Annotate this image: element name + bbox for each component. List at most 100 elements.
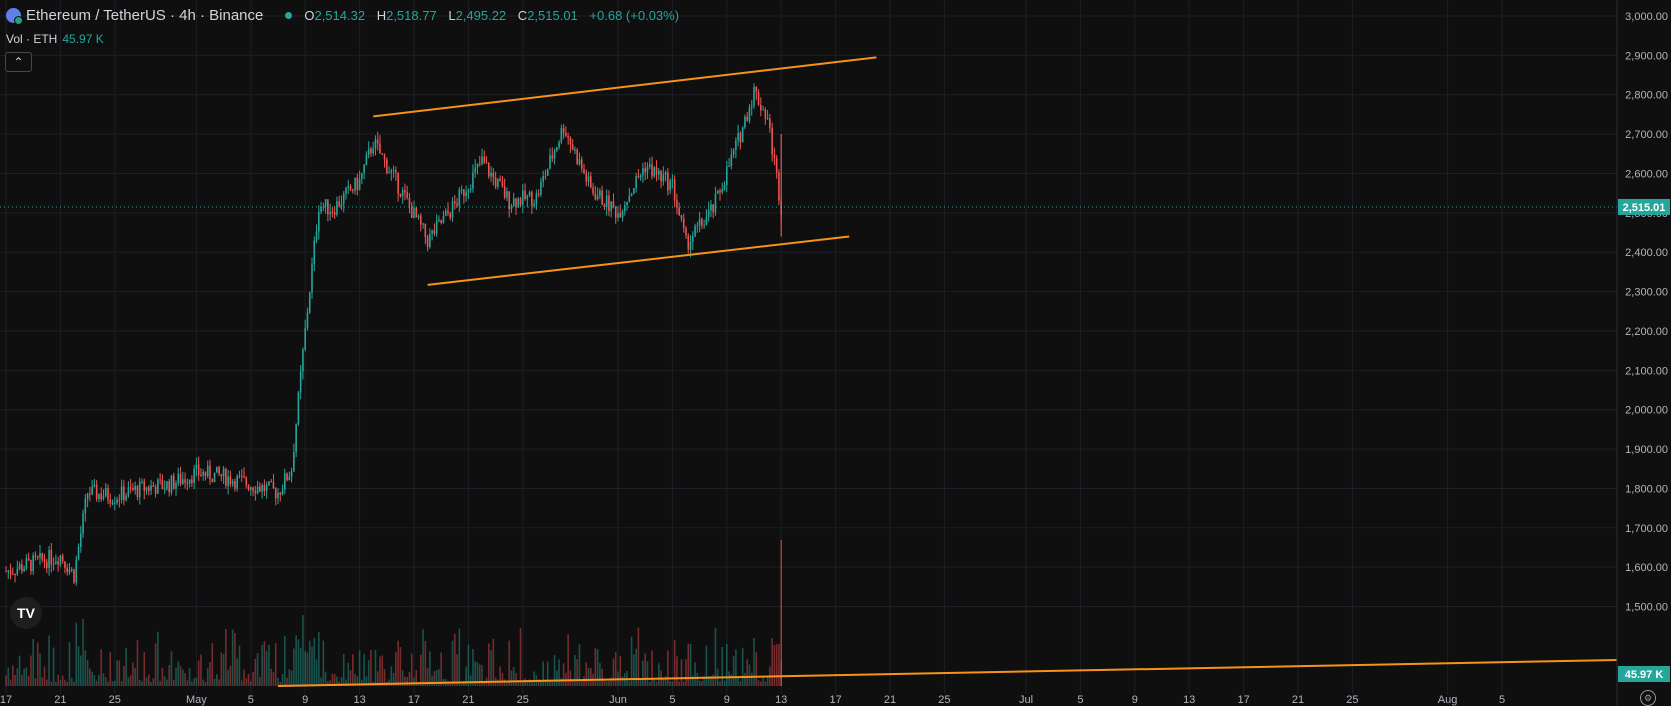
volume-bar (730, 674, 733, 686)
volume-legend-label[interactable]: Vol · ETH (6, 32, 58, 46)
volume-bar (12, 665, 14, 686)
symbol-title[interactable]: Ethereum / TetherUS · 4h · Binance (26, 7, 264, 24)
candle-body (157, 479, 159, 494)
volume-bar (302, 615, 304, 686)
candle-body (152, 485, 155, 488)
candle-body (129, 487, 132, 489)
volume-bar (111, 681, 114, 686)
trendline[interactable] (373, 56, 877, 118)
candle-body (415, 207, 418, 218)
candle-body (349, 186, 352, 191)
candle-body (526, 195, 529, 200)
candle-body (639, 175, 642, 178)
candle-body (236, 475, 238, 489)
candle-body (648, 164, 651, 167)
trendline[interactable] (427, 235, 850, 286)
candle-body (574, 149, 576, 151)
candle-body (41, 552, 44, 560)
volume-bar (424, 640, 427, 686)
candle-body (542, 176, 544, 182)
volume-bar (376, 671, 379, 686)
candle-body (134, 486, 136, 491)
price-tick-label: 2,700.00 (1625, 129, 1668, 141)
volume-bar (612, 658, 615, 686)
time-tick-label: 5 (1077, 694, 1083, 706)
volume-bar (322, 640, 325, 686)
volume-bar (565, 672, 567, 686)
candle-body (406, 192, 408, 198)
volume-bar (154, 643, 157, 686)
candle-body (755, 86, 758, 92)
price-axis[interactable] (1617, 0, 1671, 706)
volume-bar (635, 648, 637, 686)
volume-bar (517, 680, 520, 686)
volume-bar (522, 680, 524, 686)
volume-bar (757, 680, 760, 686)
candle-body (732, 150, 735, 155)
volume-bar (172, 679, 175, 686)
candle-body (345, 187, 347, 194)
candle-body (438, 219, 440, 221)
candle-body (352, 190, 354, 192)
time-tick-label: 5 (669, 694, 675, 706)
candle-body (458, 189, 461, 206)
candle-body (21, 564, 23, 572)
volume-bar (440, 652, 442, 686)
change-value: +0.68 (+0.03%) (589, 8, 680, 23)
volume-bar (136, 640, 139, 686)
candle-body (340, 203, 343, 207)
candle-body (256, 486, 259, 494)
candle-body (497, 179, 499, 187)
collapse-legend-button[interactable]: ⌃ (5, 52, 32, 72)
candle-body (75, 559, 78, 583)
candle-body (367, 148, 370, 155)
volume-bar (213, 678, 216, 686)
candle-body (311, 264, 313, 293)
candle-body (680, 215, 683, 219)
price-tick-label: 2,300.00 (1625, 287, 1668, 299)
volume-bar (651, 650, 653, 686)
volume-bar (163, 676, 166, 686)
candle-body (662, 174, 665, 182)
candle-body (390, 170, 393, 173)
volume-bar (664, 676, 667, 686)
volume-bar (195, 677, 198, 686)
candle-body (120, 486, 123, 500)
candle-body (123, 486, 125, 501)
candle-body (655, 167, 658, 175)
volume-bar (395, 652, 397, 686)
market-status-dot (285, 12, 293, 19)
chevron-up-icon: ⌃ (13, 55, 24, 69)
volume-bar (474, 661, 476, 686)
volume-bar (703, 676, 705, 686)
volume-bar (363, 653, 365, 686)
tradingview-logo[interactable]: TV (10, 597, 42, 629)
volume-bar (546, 661, 549, 686)
time-tick-label: 9 (302, 694, 308, 706)
volume-bar (488, 643, 490, 686)
volume-bar (138, 679, 141, 686)
volume-bar (268, 644, 270, 686)
volume-bar (701, 681, 703, 686)
candle-body (52, 563, 55, 565)
volume-bar (562, 663, 565, 686)
candle-body (206, 465, 209, 477)
candle-body (225, 468, 227, 486)
current-volume-badge: 45.97 K (1618, 666, 1670, 682)
candle-body (565, 133, 567, 137)
volume-bar (537, 679, 540, 686)
volume-trendline[interactable] (277, 659, 1618, 687)
gear-icon[interactable]: ⚙ (1640, 690, 1656, 706)
candle-body (775, 157, 778, 173)
volume-bar (308, 640, 311, 686)
candle-body (519, 198, 522, 206)
candle-body (469, 188, 472, 190)
candle-body (30, 559, 32, 572)
candle-body (737, 132, 739, 141)
volume-bar (157, 631, 159, 686)
volume-bar (406, 676, 408, 686)
price-tick-label: 2,400.00 (1625, 247, 1668, 259)
candle-body (447, 210, 449, 214)
candle-body (576, 149, 578, 165)
